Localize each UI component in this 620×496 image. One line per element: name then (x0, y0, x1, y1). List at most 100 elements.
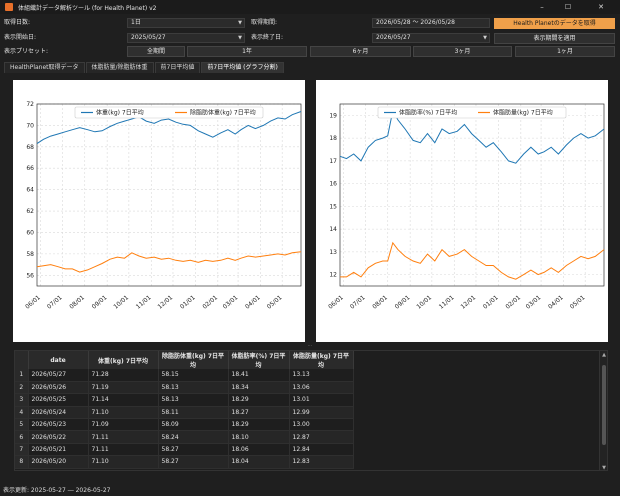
y-tick-label: 17 (329, 158, 337, 165)
column-header-fat-mass[interactable]: 体脂肪量(kg) 7日平均 (289, 351, 354, 369)
fetch-period-label: 取得期間: (251, 19, 278, 26)
weight-chart-panel: 56 58 60 62 64 66 68 70 72 06/01 07/01 08/01 09/01 10… (13, 80, 305, 342)
y-tick-label: 72 (26, 101, 34, 108)
table-row[interactable]: 7 2026/05/21 71.11 58.27 18.06 12.84 (15, 443, 354, 457)
row-number: 1 (15, 369, 29, 382)
series-line-0 (36, 111, 302, 145)
table-header-row: date 体重(kg) 7日平均 除脂肪体重(kg) 7日平均 体脂肪率(%) … (15, 351, 354, 369)
y-tick-label: 68 (26, 144, 34, 151)
fat-chart-panel: 12 13 14 15 16 17 18 19 06/01 07/01 08/01 09/01 10/0… (316, 80, 608, 342)
x-tick-label: 03/01 (222, 294, 240, 311)
x-tick-label: 12/01 (460, 294, 478, 311)
window-title: 体組織計データ解析ツール (for Health Planet) v2 (18, 4, 157, 12)
tab-7day-average-split[interactable]: 前7日平均値 (グラフ分割) (201, 62, 284, 73)
preset-all-button[interactable]: 全期間 (127, 46, 185, 57)
x-tick-label: 01/01 (482, 294, 500, 311)
table-cell: 12.83 (289, 455, 354, 469)
status-bar-text: 表示更新: 2025-05-27 ― 2026-05-27 (3, 487, 111, 494)
x-tick-label: 11/01 (135, 294, 153, 311)
table-scrollbar[interactable]: ▲ ▼ (599, 351, 607, 471)
table-row[interactable]: 1 2026/05/27 71.28 58.15 18.41 13.13 (15, 369, 354, 382)
chevron-down-icon: ▼ (238, 20, 242, 26)
table-cell: 12.99 (289, 406, 354, 420)
y-tick-label: 62 (26, 208, 34, 215)
y-tick-label: 18 (329, 135, 337, 142)
scrollbar-thumb[interactable] (602, 365, 606, 445)
x-tick-label: 02/01 (201, 294, 219, 311)
row-number: 4 (15, 406, 29, 420)
table-cell: 58.09 (158, 418, 229, 432)
y-tick-label: 56 (26, 272, 34, 279)
table-cell: 2026/05/27 (28, 369, 89, 382)
legend-label: 体脂肪率(%) 7日平均 (399, 109, 457, 117)
display-end-label: 表示終了日: (251, 34, 284, 41)
plot-frame (339, 103, 605, 287)
x-tick-label: 10/01 (112, 294, 130, 311)
preset-1month-button[interactable]: 1ヶ月 (515, 46, 615, 57)
table-cell: 13.06 (289, 381, 354, 395)
table-cell: 58.15 (158, 369, 229, 382)
x-tick-label: 09/01 (91, 294, 109, 311)
fetch-data-button[interactable]: Health Planetのデータを取得 (494, 18, 615, 29)
legend-label: 体脂肪量(kg) 7日平均 (493, 109, 553, 117)
y-tick-label: 12 (329, 272, 337, 279)
table-row[interactable]: 2 2026/05/26 71.19 58.13 18.34 13.06 (15, 381, 354, 395)
table-row[interactable]: 8 2026/05/20 71.10 58.27 18.04 12.83 (15, 455, 354, 469)
table-row[interactable]: 5 2026/05/23 71.09 58.09 18.29 13.00 (15, 418, 354, 432)
fetch-days-label: 取得日数: (4, 19, 31, 26)
data-table[interactable]: date 体重(kg) 7日平均 除脂肪体重(kg) 7日平均 体脂肪率(%) … (14, 350, 608, 471)
table-cell: 2026/05/24 (28, 406, 89, 420)
row-number: 6 (15, 430, 29, 444)
tab-7day-average[interactable]: 前7日平均値 (154, 62, 201, 73)
table-cell: 2026/05/21 (28, 443, 89, 457)
preset-1year-button[interactable]: 1年 (187, 46, 307, 57)
y-tick-label: 16 (329, 181, 337, 188)
column-header-weight[interactable]: 体重(kg) 7日平均 (88, 351, 159, 369)
x-tick-label: 07/01 (349, 294, 367, 311)
scroll-up-icon[interactable]: ▲ (602, 352, 606, 358)
x-tick-label: 01/01 (179, 294, 197, 311)
splitter-handle[interactable]: ⋯ (307, 343, 313, 349)
row-number: 7 (15, 443, 29, 457)
table-cell: 58.11 (158, 406, 229, 420)
scroll-down-icon[interactable]: ▼ (602, 465, 606, 471)
table-cell: 12.87 (289, 430, 354, 444)
display-start-value: 2025/05/27 (131, 34, 166, 41)
y-tick-label: 66 (26, 165, 34, 172)
minimize-button[interactable]: – (540, 3, 544, 11)
x-tick-label: 04/01 (244, 294, 262, 311)
column-header-date[interactable]: date (28, 351, 89, 369)
chart-legend: 体重(kg) 7日平均 除脂肪体重(kg) 7日平均 (74, 106, 264, 119)
y-tick-label: 64 (26, 187, 34, 194)
table-cell: 71.11 (88, 443, 159, 457)
title-bar[interactable]: 体組織計データ解析ツール (for Health Planet) v2 – ☐ … (0, 0, 620, 14)
table-row[interactable]: 6 2026/05/22 71.11 58.24 18.10 12.87 (15, 430, 354, 444)
maximize-button[interactable]: ☐ (564, 3, 572, 11)
x-tick-label: 07/01 (46, 294, 64, 311)
column-header-fat-rate[interactable]: 体脂肪率(%) 7日平均 (228, 351, 290, 369)
close-button[interactable]: ✕ (598, 3, 604, 11)
table-cell: 58.24 (158, 430, 229, 444)
x-tick-label: 03/01 (525, 294, 543, 311)
column-header-lean-mass[interactable]: 除脂肪体重(kg) 7日平均 (158, 351, 229, 369)
plot-frame (36, 103, 302, 287)
x-tick-label: 04/01 (547, 294, 565, 311)
tab-raw-data[interactable]: HealthPlanet取得データ (4, 62, 85, 73)
table-cell: 71.09 (88, 418, 159, 432)
preset-6month-button[interactable]: 6ヶ月 (310, 46, 411, 57)
x-tick-label: 05/01 (569, 294, 587, 311)
table-cell: 18.34 (228, 381, 290, 395)
display-start-date-picker[interactable]: 2025/05/27 ▼ (127, 33, 245, 43)
table-cell: 13.01 (289, 393, 354, 407)
table-row[interactable]: 3 2026/05/25 71.14 58.13 18.29 13.01 (15, 393, 354, 407)
fetch-days-select[interactable]: 1日 ▼ (127, 18, 245, 28)
display-end-date-picker[interactable]: 2026/05/27 ▼ (372, 33, 490, 43)
series-line-1 (36, 251, 302, 273)
preset-3month-button[interactable]: 3ヶ月 (413, 46, 512, 57)
x-tick-label: 11/01 (438, 294, 456, 311)
table-row[interactable]: 4 2026/05/24 71.10 58.11 18.27 12.99 (15, 406, 354, 420)
tab-fat-lean[interactable]: 体脂肪量/除脂肪体重 (85, 62, 154, 73)
table-cell: 2026/05/25 (28, 393, 89, 407)
apply-period-button[interactable]: 表示期間を適用 (494, 33, 615, 44)
